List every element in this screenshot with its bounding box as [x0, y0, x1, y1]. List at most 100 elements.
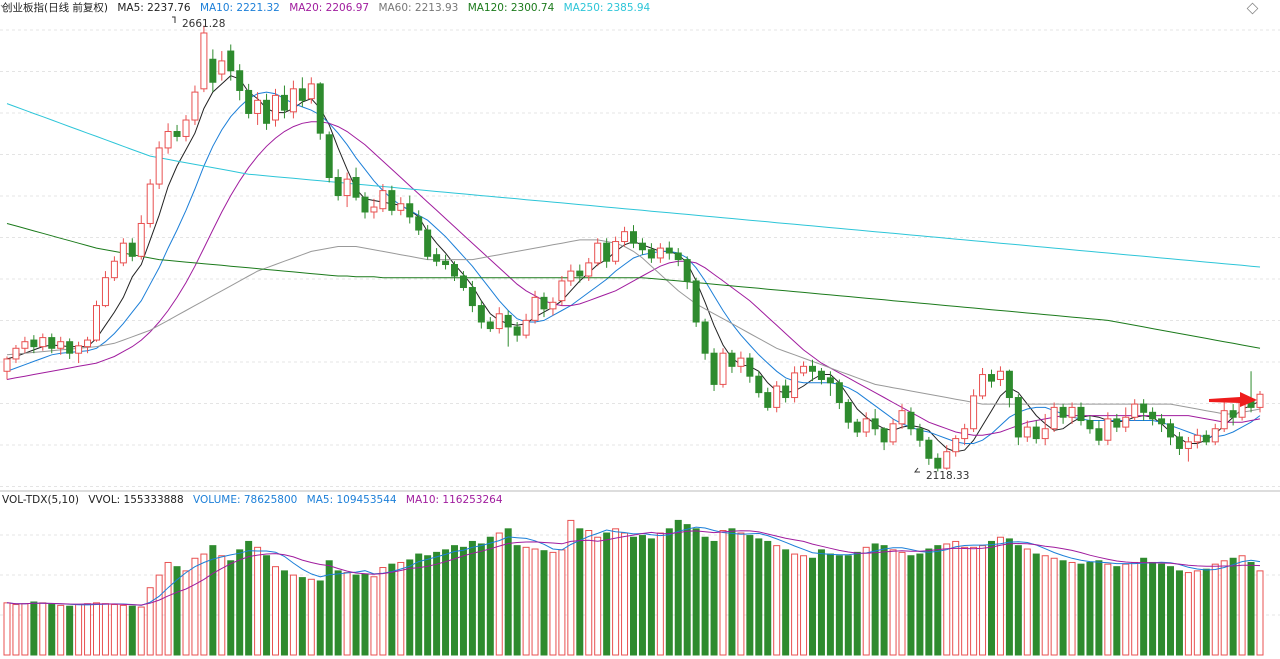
candle [934, 453, 942, 472]
candle [1229, 404, 1237, 426]
candle [84, 336, 92, 354]
volume-bar [683, 524, 691, 656]
candle-body [943, 451, 951, 469]
volume-bar [889, 549, 897, 656]
candle-body [701, 321, 709, 354]
candle-body [3, 358, 11, 372]
candle-body [746, 357, 754, 377]
candle [128, 238, 136, 262]
volume-bar [379, 567, 387, 656]
candle-body [540, 296, 548, 310]
candle [809, 359, 816, 382]
candle-body [674, 252, 682, 261]
volume-bar [907, 555, 915, 656]
candle-body [173, 131, 181, 137]
volume-bar [853, 551, 861, 656]
volume-bar [1140, 557, 1148, 656]
volume-bar [1095, 560, 1103, 656]
volume-bar [1158, 563, 1166, 656]
candle-body [988, 374, 995, 382]
volume-bar [1014, 545, 1022, 656]
volume-bar [916, 553, 924, 656]
candle [12, 344, 20, 364]
candle [468, 280, 476, 313]
candle-body [996, 370, 1004, 380]
volume-bar [531, 548, 539, 656]
volume-bar [164, 561, 172, 656]
volume-bar [1193, 570, 1201, 656]
volume-bar [486, 536, 494, 656]
candle-body [1032, 426, 1040, 440]
candle [280, 85, 288, 119]
candle-body [1256, 393, 1264, 408]
candle [1086, 415, 1094, 434]
high-annotation: 2661.28 [172, 16, 225, 30]
volume-bar [773, 545, 781, 656]
price-chart[interactable]: 2661.28 2118.33 [0, 0, 1280, 490]
candle [889, 418, 897, 446]
candle-body [1059, 406, 1067, 418]
candle-body [101, 277, 109, 307]
candle-body [84, 339, 92, 348]
candle-body [1122, 416, 1130, 428]
candle [1211, 423, 1219, 446]
candle [39, 333, 47, 351]
volume-bar [307, 578, 315, 656]
candle-body [889, 423, 897, 443]
candle [970, 389, 978, 433]
volume-bar [406, 559, 414, 656]
candle-body [137, 222, 145, 257]
candle [1104, 412, 1112, 446]
volume-bar [513, 545, 521, 656]
candle [719, 348, 727, 388]
volume-bar [218, 555, 226, 656]
candle-body [298, 88, 306, 101]
candle-body [361, 196, 369, 213]
vol-ma10-line [6, 530, 1261, 606]
candle [1068, 402, 1076, 424]
candle-body [826, 377, 834, 384]
volume-bar [1086, 561, 1094, 656]
candle [352, 167, 360, 201]
ma5-line [6, 75, 1261, 453]
candle [21, 336, 29, 354]
volume-bar [665, 528, 673, 656]
volume-bar [594, 536, 602, 656]
volume-bar [585, 530, 593, 656]
candle-body [191, 91, 199, 121]
candle-body [388, 190, 396, 211]
candle-body [621, 231, 629, 243]
candle [155, 141, 163, 189]
candle [343, 172, 351, 208]
candle [549, 297, 557, 316]
volume-bar [442, 549, 450, 656]
volume-legend: VOL-TDX(5,10) VVOL: 155333888 VOLUME: 78… [2, 494, 509, 507]
candle [1059, 404, 1067, 424]
candle [200, 25, 208, 93]
candle-body [39, 337, 47, 348]
candle-body [146, 183, 154, 224]
volume-bar [1229, 557, 1237, 656]
candle-body [325, 134, 333, 178]
candle [791, 366, 799, 403]
candle-body [979, 374, 987, 397]
candle [630, 225, 637, 249]
right-arrow-icon [1209, 392, 1257, 407]
candle [567, 264, 575, 286]
candle-body [1193, 434, 1201, 443]
caret-icon[interactable] [0, 4, 10, 11]
candle [433, 248, 441, 267]
candle [755, 371, 763, 398]
volume-bar [3, 602, 11, 656]
candle [746, 353, 754, 383]
candle [1175, 432, 1183, 456]
volume-bar [128, 605, 136, 656]
volume-bar [343, 572, 351, 656]
candle-body [576, 270, 584, 277]
candle [57, 336, 65, 355]
volume-label: VOLUME: 78625800 [193, 494, 298, 506]
candle [307, 77, 315, 104]
volume-bar [871, 543, 879, 656]
candle-body [200, 32, 208, 90]
candle-body [1041, 428, 1049, 440]
